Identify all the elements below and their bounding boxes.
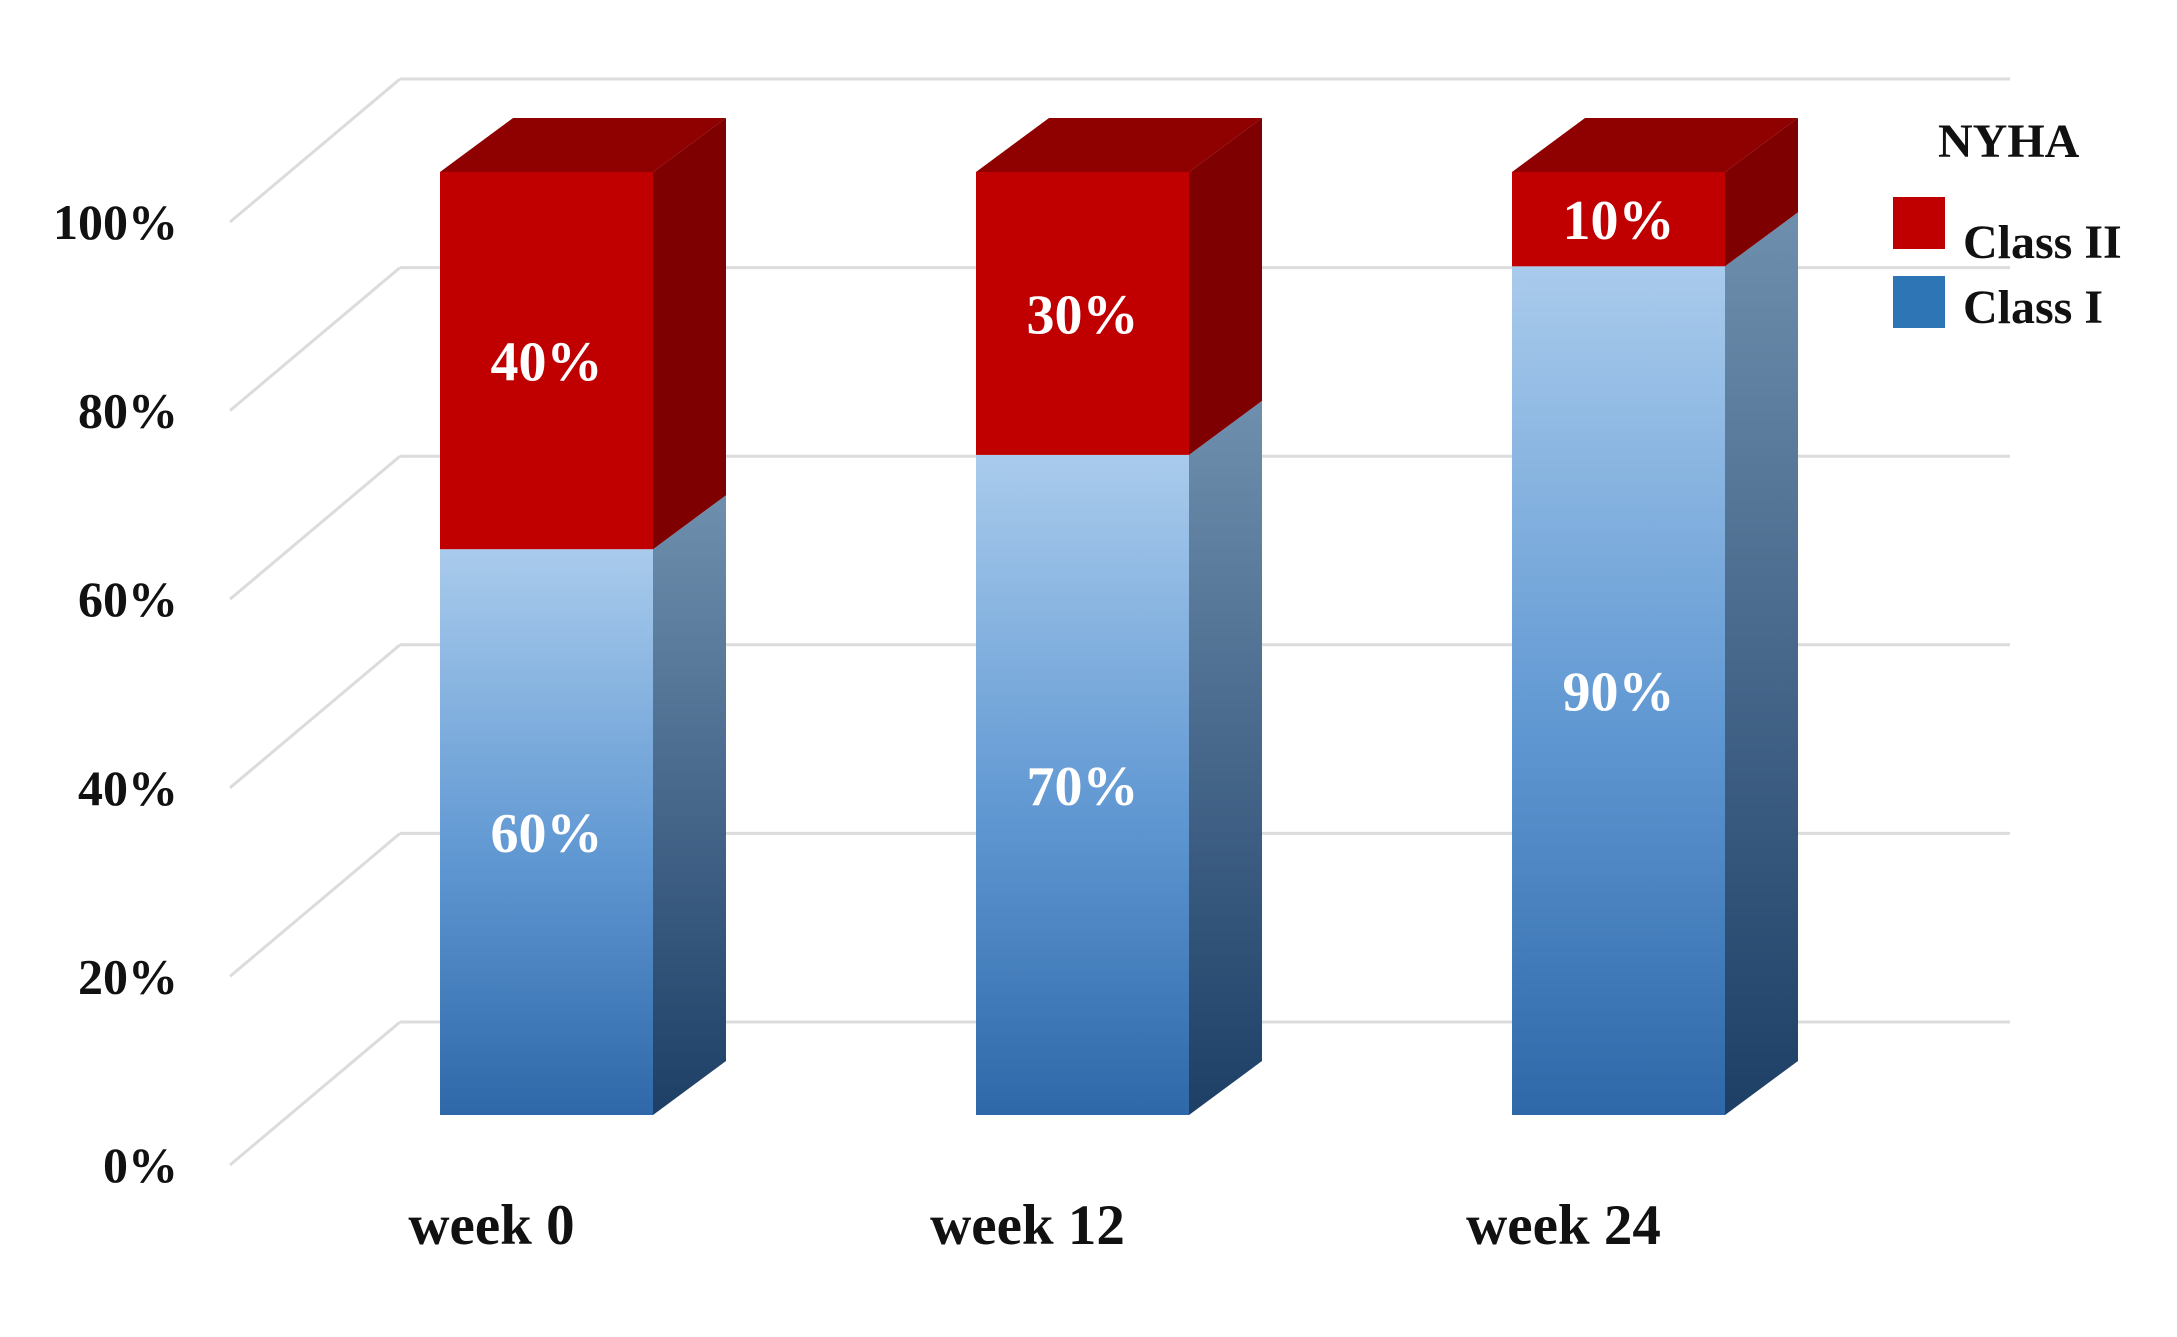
- gridline-floor: [229, 832, 401, 978]
- legend-label-class-i: Class I: [1963, 281, 2103, 334]
- data-label-class-i: 60%: [491, 803, 603, 865]
- bar-class-i-front: [976, 454, 1189, 1115]
- data-label-class-ii: 40%: [491, 332, 603, 394]
- bar-class-ii-side: [1189, 118, 1262, 455]
- x-axis-categories: week 0 week 12 week 24: [408, 1194, 1660, 1257]
- bar-group: 60% 40%: [440, 118, 726, 1115]
- gridline-floor: [229, 455, 401, 601]
- data-label-class-i: 70%: [1027, 756, 1139, 818]
- bar-group: 90% 10%: [1512, 118, 1798, 1116]
- x-category-label: week 24: [1466, 1194, 1661, 1257]
- data-label-class-i: 90%: [1563, 662, 1675, 724]
- legend-swatch-class-ii: [1893, 197, 1945, 249]
- bar-class-ii-top: [976, 118, 1262, 172]
- data-label-class-ii: 30%: [1027, 284, 1139, 346]
- y-tick-label: 40%: [78, 760, 178, 816]
- bar-class-ii-top: [1512, 118, 1798, 172]
- y-tick-label: 60%: [78, 571, 178, 627]
- gridline-floor: [229, 266, 401, 412]
- bar-class-ii-front: [1512, 172, 1725, 267]
- bar-class-i-side: [653, 495, 726, 1115]
- bar-class-i-front: [440, 549, 653, 1115]
- y-axis-ticks: 0% 20% 40% 60% 80% 100%: [53, 194, 178, 1193]
- gridline-floor: [229, 77, 401, 224]
- bar-group: 70% 30%: [976, 118, 1262, 1115]
- bar-class-ii-front: [440, 172, 653, 550]
- data-label-class-ii: 10%: [1563, 190, 1675, 252]
- gridline-floor: [229, 643, 401, 789]
- bars: 60% 40% 70% 30% 90% 10%: [440, 118, 1798, 1116]
- y-tick-label: 80%: [78, 383, 178, 439]
- legend-item-class-ii: Class II: [1893, 197, 2122, 269]
- legend-label-class-ii: Class II: [1963, 216, 2122, 269]
- gridline-floor: [229, 1020, 401, 1167]
- bar-class-i-side: [1725, 212, 1798, 1116]
- y-tick-label: 20%: [78, 948, 178, 1004]
- bar-class-i-front: [1512, 266, 1725, 1115]
- x-category-label: week 12: [930, 1194, 1125, 1257]
- legend-swatch-class-i: [1893, 276, 1945, 328]
- y-tick-label: 100%: [53, 194, 178, 250]
- bar-class-ii-top: [440, 118, 726, 172]
- legend: NYHA Class II Class I: [1893, 115, 2122, 334]
- x-category-label: week 0: [408, 1194, 574, 1257]
- legend-title: NYHA: [1938, 115, 2080, 168]
- legend-item-class-i: Class I: [1893, 276, 2103, 334]
- y-tick-label: 0%: [103, 1137, 178, 1193]
- bar-class-ii-side: [653, 118, 726, 550]
- bar-class-ii-side: [1725, 118, 1798, 267]
- bar-class-ii-front: [976, 172, 1189, 455]
- bar-class-i-side: [1189, 400, 1262, 1115]
